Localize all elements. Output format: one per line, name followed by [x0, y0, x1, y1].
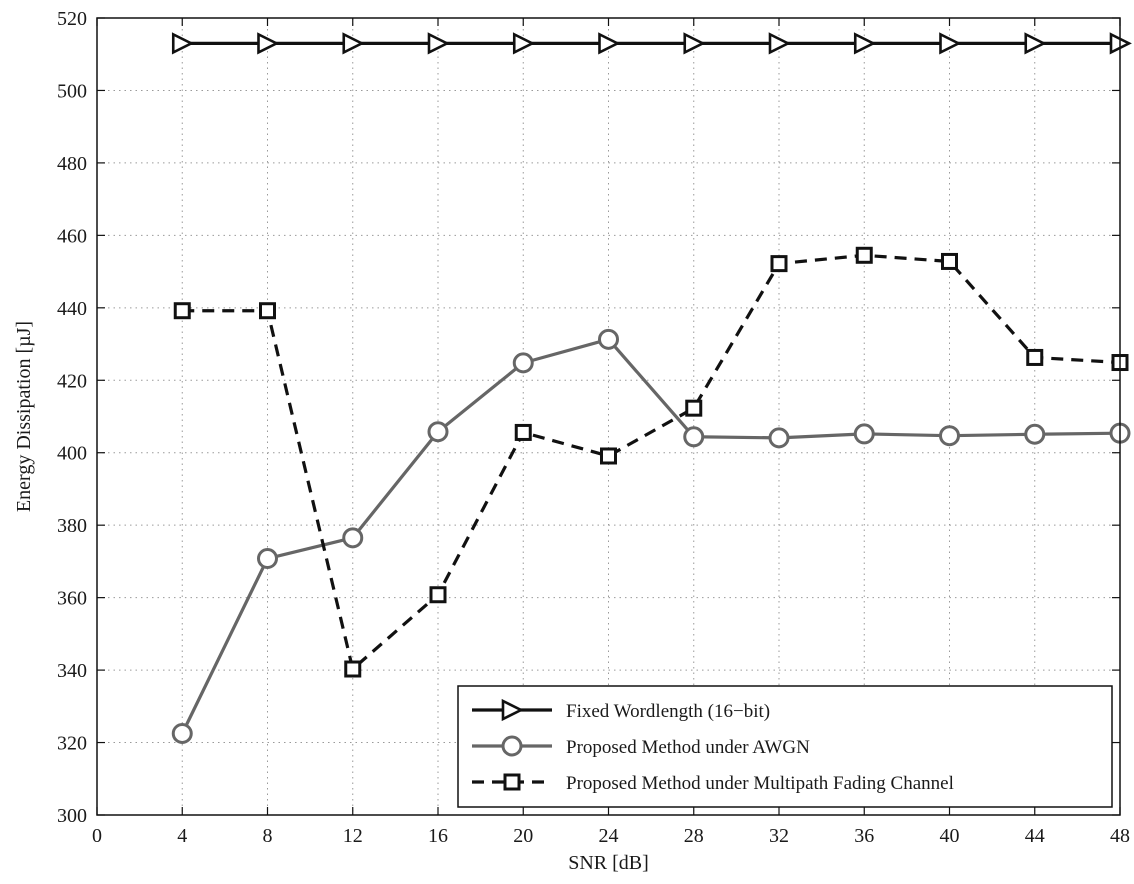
series-2-point	[853, 423, 875, 445]
series-2-point	[171, 722, 193, 744]
y-tick-label: 440	[57, 298, 87, 320]
legend-label: Proposed Method under Multipath Fading C…	[566, 773, 954, 794]
series-3-line	[182, 253, 1121, 671]
series-3-point	[514, 423, 532, 441]
series-2-point	[342, 527, 364, 549]
series-1-point	[683, 32, 706, 55]
y-tick-label: 320	[57, 733, 87, 755]
series-3-point	[600, 447, 617, 465]
legend-entries: Fixed Wordlength (16−bit) Proposed Method…	[472, 698, 954, 794]
y-tick-label: 400	[57, 443, 87, 465]
series-3-point	[429, 586, 447, 604]
series-3-point	[941, 252, 958, 270]
y-tick-label: 480	[57, 153, 87, 175]
series-1-point	[512, 32, 536, 55]
y-tick-label: 460	[57, 225, 87, 247]
y-tick-label: 300	[57, 805, 87, 827]
series-3-point	[173, 302, 191, 320]
series-1-point	[427, 32, 450, 55]
series-1-point	[1024, 32, 1047, 55]
y-tick-label: 420	[57, 370, 87, 392]
series-2	[171, 328, 1131, 744]
series-1-point	[768, 32, 791, 55]
y-tick-label: 500	[57, 80, 87, 102]
legend-marker	[503, 773, 521, 791]
x-tick-label: 36	[854, 825, 874, 847]
series-2-point	[683, 426, 705, 448]
x-tick-label: 20	[513, 825, 533, 847]
y-tick-label: 520	[57, 8, 87, 30]
x-tick-label: 0	[92, 825, 102, 847]
x-tick-label: 32	[769, 825, 789, 847]
series-2-point	[768, 427, 790, 449]
series-3-point	[1026, 348, 1044, 366]
series-3-point	[770, 255, 788, 273]
series-2-line	[180, 337, 1121, 735]
x-tick-label: 44	[1025, 825, 1045, 847]
series-3-point	[685, 399, 703, 417]
x-tick-label: 24	[599, 825, 619, 847]
series-2-point	[427, 421, 449, 443]
legend-label: Fixed Wordlength (16−bit)	[566, 701, 770, 722]
series-1-point	[598, 32, 621, 55]
legend-label: Proposed Method under AWGN	[566, 737, 810, 758]
series-1	[171, 32, 1132, 55]
legend-marker	[501, 735, 523, 757]
grid	[97, 18, 1120, 815]
legend-entry: Proposed Method under AWGN	[472, 735, 810, 758]
x-tick-label: 4	[177, 825, 187, 847]
legend-entry: Fixed Wordlength (16−bit)	[472, 698, 770, 722]
series-1-point	[853, 32, 877, 55]
series-3-point	[259, 302, 276, 320]
series-2-point	[1024, 423, 1046, 445]
y-axis-label: Energy Dissipation [µJ]	[13, 321, 35, 512]
x-tick-label: 28	[684, 825, 704, 847]
legend-box	[457, 685, 1113, 808]
series-2-point	[598, 328, 619, 350]
x-axis-label: SNR [dB]	[568, 852, 649, 874]
y-tick-label: 340	[57, 660, 87, 682]
series-3-point	[344, 660, 362, 678]
legend-entry: Proposed Method under Multipath Fading C…	[472, 773, 954, 794]
series-2-point	[512, 352, 534, 374]
series-2-point	[257, 548, 278, 570]
x-tick-label: 16	[428, 825, 448, 847]
x-tick-label: 40	[940, 825, 960, 847]
legend: Fixed Wordlength (16−bit) Proposed Method…	[457, 685, 1113, 808]
series-1-point	[342, 32, 365, 55]
series-group	[171, 32, 1132, 744]
x-tick-label: 12	[343, 825, 363, 847]
legend-marker	[501, 698, 524, 722]
series-3	[173, 246, 1129, 678]
series-1-point	[257, 32, 280, 55]
series-1-point	[939, 32, 962, 55]
y-tick-label: 380	[57, 515, 87, 537]
y-tick-label: 360	[57, 588, 87, 610]
series-3-point	[855, 246, 873, 264]
series-2-point	[939, 425, 960, 447]
x-tick-label: 48	[1110, 825, 1130, 847]
ticks: 0 4 8 12 16 20 24 28 32 36 40 44 4830032034036038040…	[57, 8, 1130, 847]
x-tick-label: 8	[263, 825, 273, 847]
series-1-point	[171, 32, 195, 55]
